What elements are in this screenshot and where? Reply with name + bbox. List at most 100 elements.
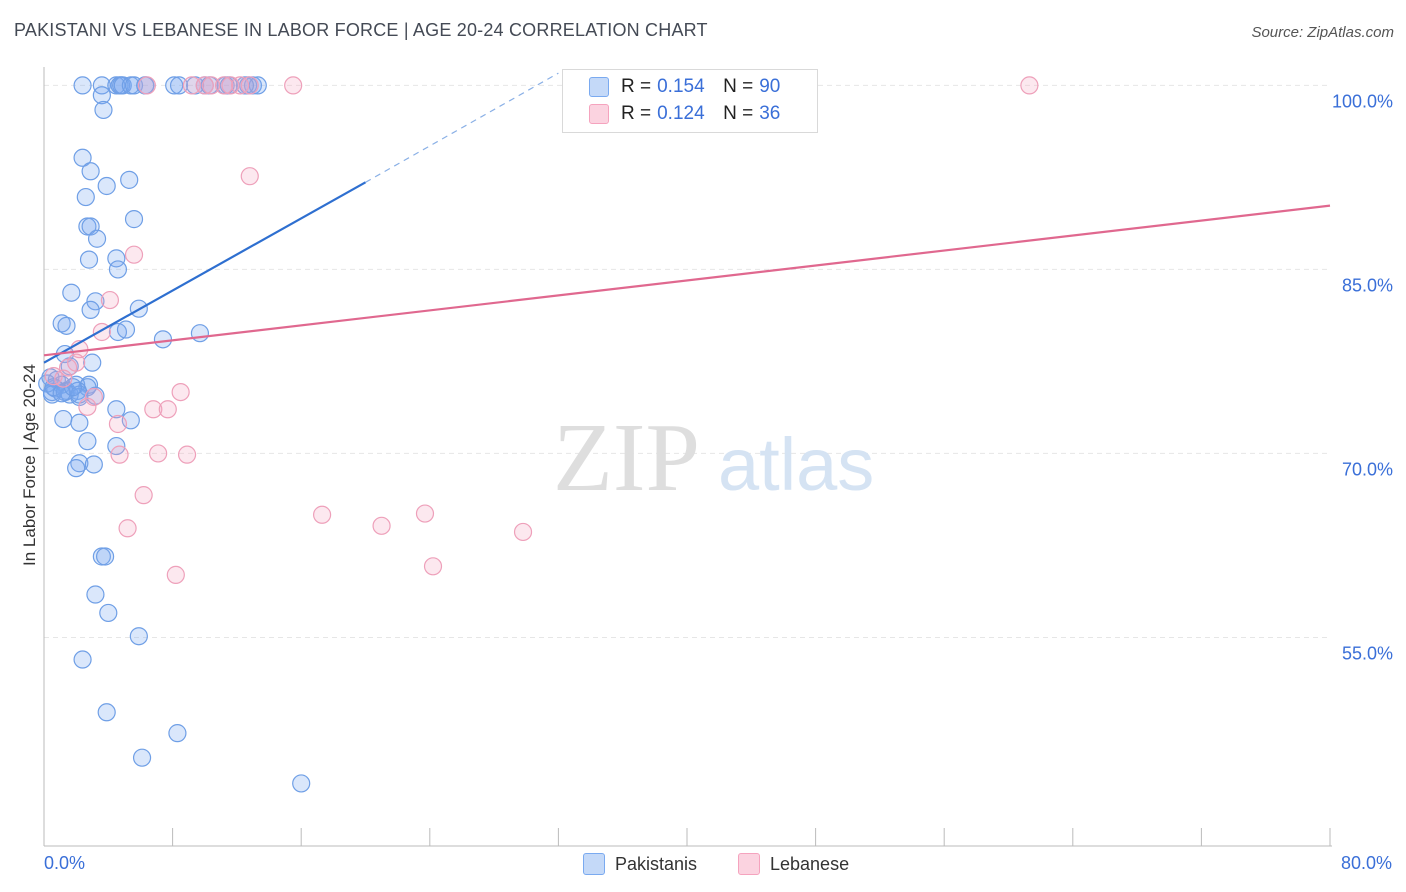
lebanese-point <box>177 445 197 464</box>
pakistanis-points <box>38 76 311 793</box>
lebanese-point <box>78 397 97 416</box>
watermark: ZIP atlas <box>553 404 874 512</box>
lebanese-point <box>158 400 177 419</box>
lebanese-point <box>134 486 153 505</box>
lebanese-points <box>44 76 1039 584</box>
legend-r-value: 0.154 <box>657 76 705 97</box>
pakistanis-point <box>97 703 116 722</box>
x-axis-min-label: 0.0% <box>44 853 86 873</box>
gridlines <box>44 84 1330 638</box>
legend-n-label: N = <box>723 76 754 97</box>
pakistanis-point <box>86 292 105 311</box>
lebanese-point <box>171 382 190 402</box>
trend-lines <box>43 72 1331 364</box>
pakistanis-point <box>67 459 86 478</box>
lebanese-point <box>59 358 78 377</box>
pakistanis-point <box>132 748 152 767</box>
pakistanis-point <box>129 627 148 646</box>
lebanese-point <box>137 76 156 95</box>
y-tick-labels: 100.0% 85.0% 70.0% 55.0% <box>1332 91 1393 663</box>
lebanese-point <box>513 522 533 542</box>
legend-r-label: R = <box>621 103 652 124</box>
lebanese-point <box>149 444 168 463</box>
legend-n-value: 36 <box>759 103 781 124</box>
lebanese-point <box>423 557 443 576</box>
lebanese-point <box>118 519 137 538</box>
lebanese-point <box>110 445 129 464</box>
legend-row-pakistanis: R = 0.154 N = 90 <box>589 74 780 100</box>
chart-title: PAKISTANI VS LEBANESE IN LABOR FORCE | A… <box>14 20 708 40</box>
correlation-legend: R = 0.154 N = 90 R = 0.124 N = 36 <box>562 69 818 133</box>
axes <box>43 67 1332 847</box>
legend-n-label: N = <box>723 103 754 124</box>
watermark-zip: ZIP <box>553 404 700 512</box>
y-tick-label: 55.0% <box>1342 643 1393 663</box>
pakistanis-point <box>92 76 111 95</box>
y-tick-label: 85.0% <box>1342 275 1393 295</box>
lebanese-point <box>166 565 185 584</box>
lebanese-point <box>214 76 234 95</box>
pakistanis-point <box>84 455 103 474</box>
pakistanis-point <box>116 320 136 339</box>
lebanese-point <box>284 76 303 95</box>
lebanese-point <box>182 76 201 95</box>
pakistanis-point <box>120 170 139 189</box>
pakistanis-point <box>76 187 95 207</box>
pakistanis-point <box>52 384 71 403</box>
pakistanis-point <box>81 162 100 181</box>
pakistanis-point <box>54 409 73 429</box>
y-tick-label: 100.0% <box>1332 91 1393 111</box>
lebanese-point <box>231 76 250 95</box>
lebanese-point <box>100 290 120 310</box>
pakistanis-point <box>95 547 115 566</box>
pakistanis-point <box>81 300 100 320</box>
pakistanis-point <box>52 314 71 333</box>
legend-row-lebanese: R = 0.124 N = 36 <box>589 101 780 127</box>
source-credit: Source: ZipAtlas.com <box>1251 24 1394 41</box>
pakistanis-point <box>107 400 126 419</box>
pakistanis-point <box>92 86 111 105</box>
lebanese-point <box>240 167 259 186</box>
pakistanis-point <box>108 260 128 279</box>
pakistanis-point <box>78 432 97 451</box>
legend-swatch-lebanese <box>589 104 609 124</box>
bottom-legend-label-lebanese: Lebanese <box>770 853 850 874</box>
lebanese-point <box>372 516 391 535</box>
pakistanis-point <box>169 76 189 95</box>
lebanese-point <box>240 76 259 95</box>
pakistanis-trend-extension <box>365 72 559 183</box>
lebanese-point <box>312 505 332 524</box>
lebanese-point <box>202 76 221 95</box>
pakistanis-point <box>94 100 113 120</box>
bottom-legend-swatch-lebanese <box>738 853 760 875</box>
pakistanis-point <box>62 283 81 302</box>
pakistanis-point <box>190 324 210 343</box>
pakistanis-point <box>168 724 187 743</box>
pakistanis-point <box>124 210 144 229</box>
lebanese-trend-line <box>43 204 1331 357</box>
pakistanis-trend-line <box>43 181 367 364</box>
pakistanis-point <box>99 603 118 623</box>
lebanese-point <box>221 76 240 95</box>
pakistanis-point <box>153 330 173 349</box>
lebanese-point <box>195 76 214 95</box>
pakistanis-point <box>73 148 92 167</box>
pakistanis-point <box>70 413 89 432</box>
pakistanis-point <box>73 76 92 95</box>
pakistanis-point <box>292 774 311 793</box>
lebanese-point <box>124 245 144 264</box>
legend-r-value: 0.124 <box>657 103 705 124</box>
bottom-legend-pakistanis: Pakistanis <box>583 852 697 876</box>
y-tick-label: 70.0% <box>1342 459 1393 479</box>
pakistanis-point <box>73 650 92 669</box>
pakistanis-point <box>57 316 76 335</box>
bottom-legend-swatch-pakistanis <box>583 853 605 875</box>
legend-swatch-pakistanis <box>589 77 609 97</box>
bottom-legend-label-pakistanis: Pakistanis <box>615 853 698 874</box>
lebanese-point <box>54 369 73 388</box>
pakistanis-point <box>79 250 99 269</box>
y-axis-label: In Labor Force | Age 20-24 <box>20 364 39 566</box>
pakistanis-point <box>87 229 107 248</box>
pakistanis-point <box>70 454 89 473</box>
